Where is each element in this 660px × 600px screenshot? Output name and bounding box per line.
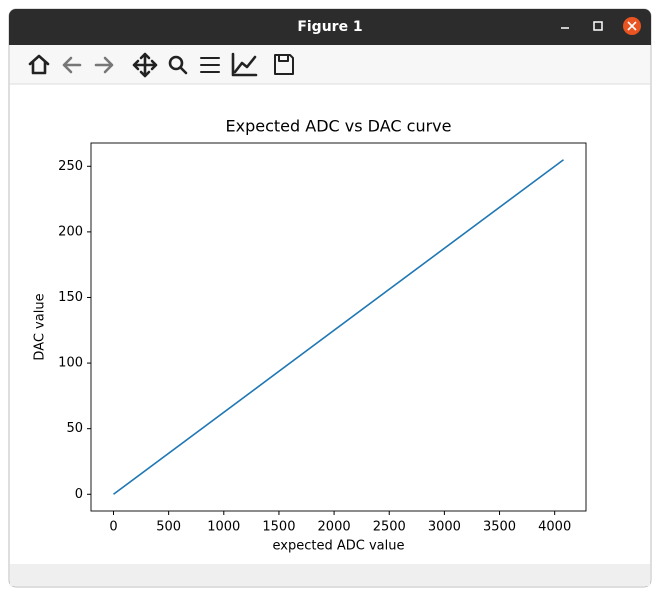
pan-button[interactable]	[132, 52, 158, 78]
save-button[interactable]	[274, 54, 294, 75]
maximize-button[interactable]	[593, 21, 603, 31]
close-button[interactable]	[623, 17, 641, 35]
x-tick-label: 1500	[262, 520, 295, 535]
y-tick-label: 200	[58, 224, 83, 239]
title-bar	[9, 9, 651, 45]
configure-button[interactable]	[200, 57, 220, 73]
home-button[interactable]	[28, 54, 50, 75]
x-tick-label: 2000	[318, 520, 351, 535]
plot: Expected ADC vs DAC curve expected ADC va…	[33, 117, 587, 554]
y-tick-label: 150	[58, 290, 83, 305]
chart-title: Expected ADC vs DAC curve	[226, 117, 452, 136]
edit-button[interactable]	[231, 52, 258, 77]
x-tick-label: 500	[156, 520, 181, 535]
x-tick-label: 4000	[538, 520, 571, 535]
window-frame	[8, 8, 652, 588]
x-axis-label: expected ADC value	[273, 539, 405, 554]
data-line	[113, 159, 564, 495]
forward-button[interactable]	[94, 56, 114, 74]
y-tick-label: 50	[66, 421, 83, 436]
y-tick-label: 250	[58, 159, 83, 174]
x-tick-label: 3500	[483, 520, 516, 535]
status-bar	[10, 564, 650, 586]
x-tick-label: 0	[109, 520, 117, 535]
y-tick-label: 0	[75, 487, 83, 502]
zoom-button[interactable]	[168, 55, 188, 75]
back-button[interactable]	[62, 56, 82, 74]
toolbar	[10, 45, 650, 84]
window-title: Figure 1	[297, 19, 362, 35]
y-axis-label: DAC value	[33, 293, 48, 360]
x-tick-label: 1000	[207, 520, 240, 535]
x-tick-label: 3000	[428, 520, 461, 535]
axes-frame	[90, 142, 587, 512]
x-tick-label: 2500	[373, 520, 406, 535]
y-tick-label: 100	[58, 356, 83, 371]
